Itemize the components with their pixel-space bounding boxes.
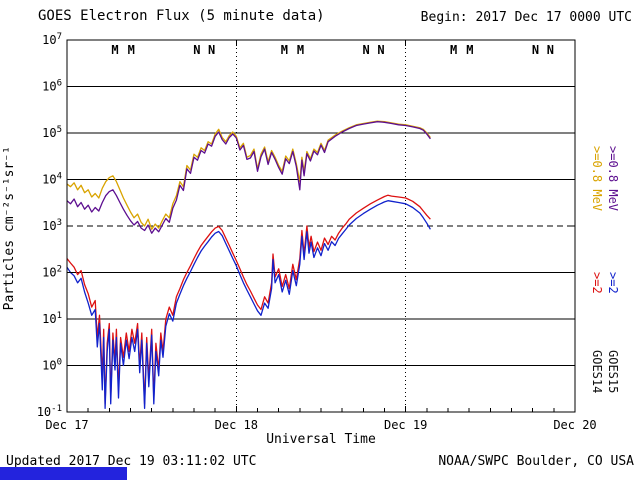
day-night-marker-m: M <box>466 43 473 57</box>
credit-text: NOAA/SWPC Boulder, CO USA <box>438 454 634 469</box>
y-tick-label: 102 <box>42 265 62 280</box>
day-night-marker-n: N <box>208 43 215 57</box>
day-night-marker-n: N <box>377 43 384 57</box>
right-label-e2-goes15: >=2 <box>606 272 620 294</box>
series-goes15-2-mev <box>66 200 431 409</box>
right-label-sat-goes15: GOES15 <box>606 350 620 394</box>
y-tick-label: 104 <box>42 172 62 187</box>
right-label-sat-goes14: GOES14 <box>590 350 604 394</box>
chart-title: GOES Electron Flux (5 minute data) <box>38 8 325 24</box>
right-label-e2-goes14: >=2 <box>590 272 604 294</box>
day-night-marker-n: N <box>532 43 539 57</box>
x-tick-label: Dec 18 <box>215 418 258 432</box>
y-tick-label: 100 <box>42 358 62 373</box>
y-tick-label: 106 <box>42 79 62 94</box>
x-tick-label: Dec 20 <box>553 418 596 432</box>
day-night-marker-n: N <box>363 43 370 57</box>
day-night-marker-n: N <box>547 43 554 57</box>
series-goes14-0-8-mev <box>66 120 431 230</box>
y-tick-label: 101 <box>42 311 62 326</box>
bottom-blue-bar <box>0 467 127 480</box>
day-night-marker-m: M <box>281 43 288 57</box>
x-tick-label: Dec 17 <box>45 418 88 432</box>
right-label-e08-goes15: >=0.8 MeV <box>606 146 620 212</box>
day-night-marker-n: N <box>193 43 200 57</box>
x-axis-title: Universal Time <box>266 432 376 447</box>
day-night-marker-m: M <box>128 43 135 57</box>
x-tick-label: Dec 19 <box>384 418 427 432</box>
y-tick-label: 105 <box>42 125 62 140</box>
day-night-marker-m: M <box>450 43 457 57</box>
day-night-marker-m: M <box>111 43 118 57</box>
series-goes15-0-8-mev <box>66 121 431 234</box>
day-night-marker-m: M <box>297 43 304 57</box>
y-tick-label: 103 <box>42 218 62 233</box>
updated-timestamp: Updated 2017 Dec 19 03:11:02 UTC <box>6 454 257 469</box>
right-label-e08-goes14: >=0.8 MeV <box>590 146 604 212</box>
y-tick-label: 10-1 <box>37 404 62 419</box>
y-tick-label: 107 <box>42 32 62 47</box>
begin-timestamp: Begin: 2017 Dec 17 0000 UTC <box>420 10 632 25</box>
